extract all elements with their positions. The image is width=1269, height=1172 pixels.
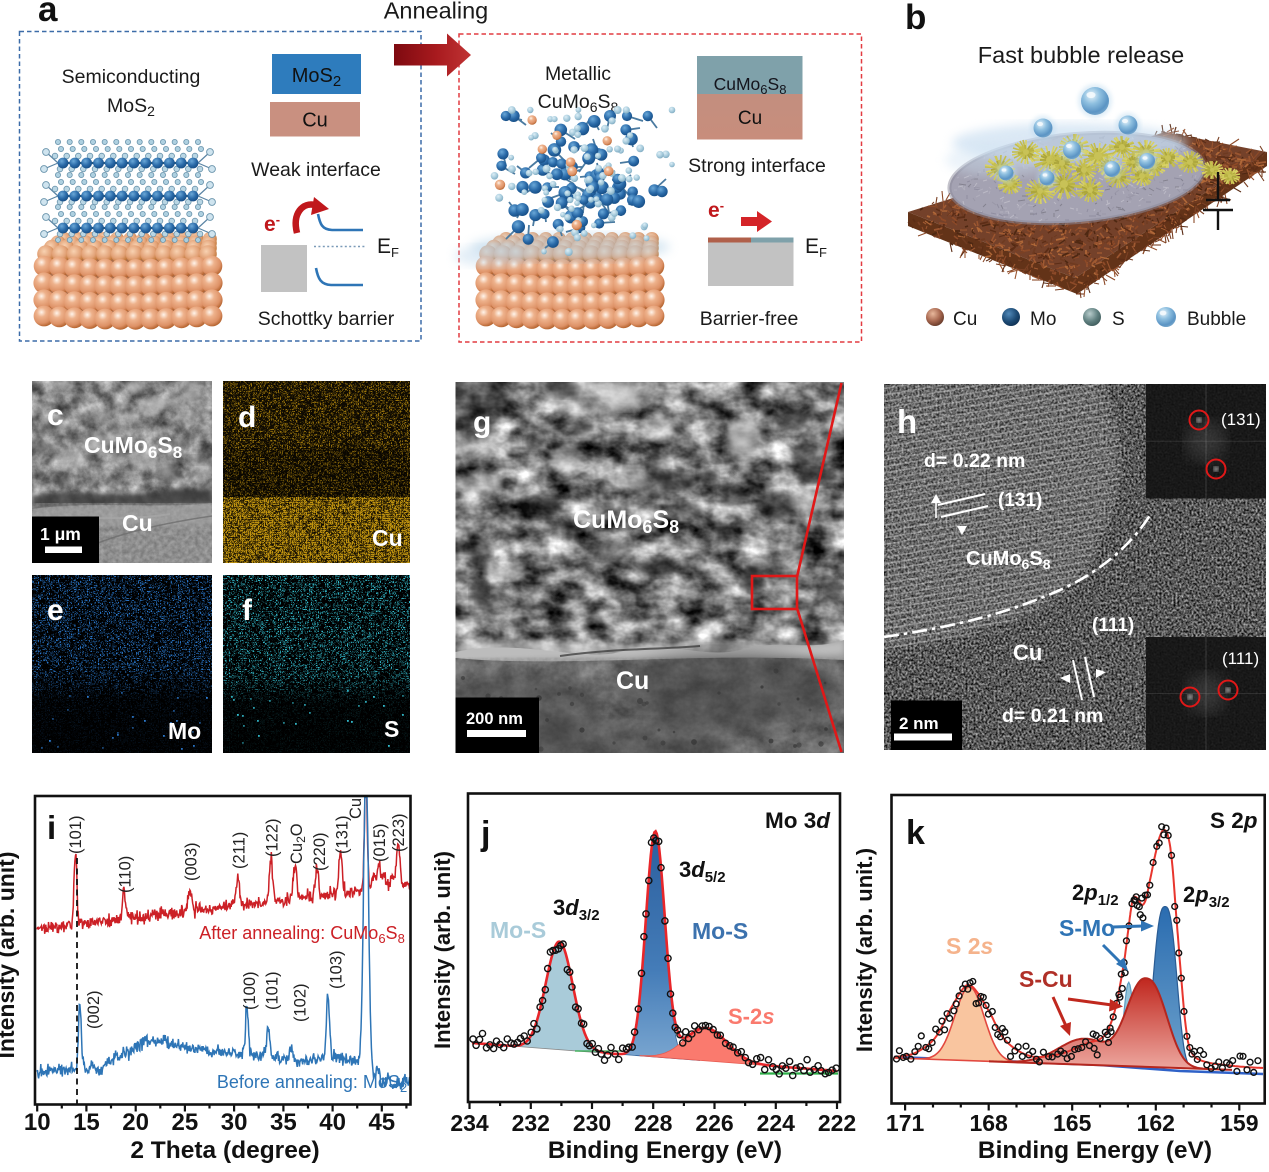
svg-text:Before annealing: MoS2: Before annealing: MoS2 <box>217 1072 407 1095</box>
svg-text:(131): (131) <box>1221 410 1261 429</box>
svg-text:25: 25 <box>172 1109 199 1136</box>
svg-text:(003): (003) <box>183 842 201 881</box>
svg-text:Cu: Cu <box>1013 640 1042 665</box>
svg-text:232: 232 <box>512 1110 550 1136</box>
svg-text:162: 162 <box>1137 1110 1175 1136</box>
svg-text:Intensity (arb. unit.): Intensity (arb. unit.) <box>852 848 877 1052</box>
svg-text:c: c <box>47 399 64 432</box>
svg-text:S: S <box>384 716 399 742</box>
svg-text:Strong interface: Strong interface <box>688 155 826 177</box>
svg-text:Intensity (arb. unit): Intensity (arb. unit) <box>0 852 19 1059</box>
svg-text:3d3/2: 3d3/2 <box>553 895 600 924</box>
svg-text:S: S <box>1112 309 1125 330</box>
svg-text:S-Mo: S-Mo <box>1059 915 1115 941</box>
svg-text:MoS2: MoS2 <box>107 95 155 119</box>
svg-text:Cu: Cu <box>122 510 153 536</box>
svg-text:CuMo6S8: CuMo6S8 <box>84 432 182 462</box>
svg-text:Cu: Cu <box>347 798 365 819</box>
svg-text:30: 30 <box>221 1109 248 1136</box>
svg-text:234: 234 <box>450 1110 489 1136</box>
svg-text:(002): (002) <box>85 990 103 1029</box>
svg-text:Semiconducting: Semiconducting <box>62 66 201 88</box>
svg-text:(131): (131) <box>334 815 352 854</box>
svg-text:d: d <box>238 401 256 434</box>
svg-text:k: k <box>906 814 925 852</box>
svg-text:159: 159 <box>1220 1110 1258 1136</box>
svg-text:(101): (101) <box>67 815 85 854</box>
svg-text:Fast bubble release: Fast bubble release <box>978 42 1184 68</box>
svg-text:f: f <box>242 594 253 627</box>
svg-text:(223): (223) <box>390 813 408 852</box>
svg-text:(211): (211) <box>231 832 249 869</box>
svg-text:Weak interface: Weak interface <box>251 159 381 181</box>
svg-text:g: g <box>473 406 491 439</box>
svg-text:Binding Energy (eV): Binding Energy (eV) <box>978 1137 1212 1164</box>
svg-text:(111): (111) <box>1092 615 1134 636</box>
svg-text:Mo 3d: Mo 3d <box>765 808 831 833</box>
svg-text:Annealing: Annealing <box>384 0 489 24</box>
svg-text:Cu: Cu <box>616 667 649 695</box>
svg-text:(110): (110) <box>117 856 135 893</box>
svg-text:35: 35 <box>270 1109 297 1136</box>
svg-text:j: j <box>480 815 490 853</box>
svg-text:Cu: Cu <box>738 108 762 129</box>
svg-text:CuMo6S8: CuMo6S8 <box>714 74 787 97</box>
svg-text:(101): (101) <box>264 971 282 1010</box>
svg-text:d= 0.21 nm: d= 0.21 nm <box>1002 705 1103 727</box>
svg-text:(111): (111) <box>1222 649 1259 668</box>
svg-text:(015): (015) <box>371 823 389 862</box>
svg-text:45: 45 <box>368 1109 395 1136</box>
svg-text:Bubble: Bubble <box>1187 309 1246 330</box>
svg-text:171: 171 <box>886 1110 925 1136</box>
svg-text:Cu: Cu <box>953 309 977 330</box>
svg-text:228: 228 <box>634 1110 673 1136</box>
svg-text:Binding Energy (eV): Binding Energy (eV) <box>548 1137 782 1164</box>
svg-text:(131): (131) <box>998 490 1042 511</box>
svg-text:CuMo6S8: CuMo6S8 <box>966 548 1051 572</box>
svg-text:2 nm: 2 nm <box>899 714 939 733</box>
svg-text:Cu: Cu <box>302 110 328 132</box>
svg-text:(100): (100) <box>241 971 259 1010</box>
svg-text:S-2s: S-2s <box>728 1004 775 1029</box>
svg-text:Cu2O: Cu2O <box>288 823 308 864</box>
svg-text:(122): (122) <box>264 818 282 857</box>
svg-text:After annealing: CuMo6S8: After annealing: CuMo6S8 <box>199 923 405 946</box>
svg-text:10: 10 <box>24 1109 51 1136</box>
svg-text:(103): (103) <box>328 950 346 989</box>
svg-text:224: 224 <box>757 1110 796 1136</box>
svg-text:200 nm: 200 nm <box>466 710 523 728</box>
svg-text:Schottky barrier: Schottky barrier <box>258 308 395 330</box>
svg-text:S 2s: S 2s <box>946 933 993 959</box>
svg-text:1 μm: 1 μm <box>40 524 81 544</box>
svg-text:i: i <box>47 809 56 846</box>
svg-text:15: 15 <box>73 1109 100 1136</box>
svg-text:20: 20 <box>122 1109 149 1136</box>
svg-text:226: 226 <box>695 1110 733 1136</box>
svg-text:Barrier-free: Barrier-free <box>700 308 799 330</box>
svg-text:a: a <box>38 0 58 29</box>
svg-text:d= 0.22 nm: d= 0.22 nm <box>924 450 1025 472</box>
svg-text:222: 222 <box>818 1110 856 1136</box>
svg-text:165: 165 <box>1053 1110 1092 1136</box>
svg-text:(102): (102) <box>292 983 310 1022</box>
svg-text:40: 40 <box>319 1109 346 1136</box>
svg-text:168: 168 <box>969 1110 1008 1136</box>
svg-text:CuMo6S8: CuMo6S8 <box>573 506 679 537</box>
svg-text:Mo: Mo <box>168 718 201 744</box>
svg-text:2 Theta (degree): 2 Theta (degree) <box>130 1137 319 1164</box>
svg-text:Mo-S: Mo-S <box>490 917 546 943</box>
svg-text:e: e <box>47 594 64 627</box>
svg-text:(220): (220) <box>311 832 329 871</box>
svg-text:230: 230 <box>573 1110 611 1136</box>
svg-text:S 2p: S 2p <box>1210 808 1258 833</box>
svg-text:Cu: Cu <box>372 525 403 551</box>
svg-text:Mo-S: Mo-S <box>692 918 748 944</box>
svg-text:S-Cu: S-Cu <box>1019 966 1073 992</box>
svg-text:Metallic: Metallic <box>545 63 611 85</box>
svg-text:b: b <box>905 0 926 37</box>
svg-text:Mo: Mo <box>1030 309 1056 330</box>
svg-text:Intensity (arb. unit): Intensity (arb. unit) <box>430 851 455 1049</box>
svg-text:h: h <box>897 403 917 440</box>
